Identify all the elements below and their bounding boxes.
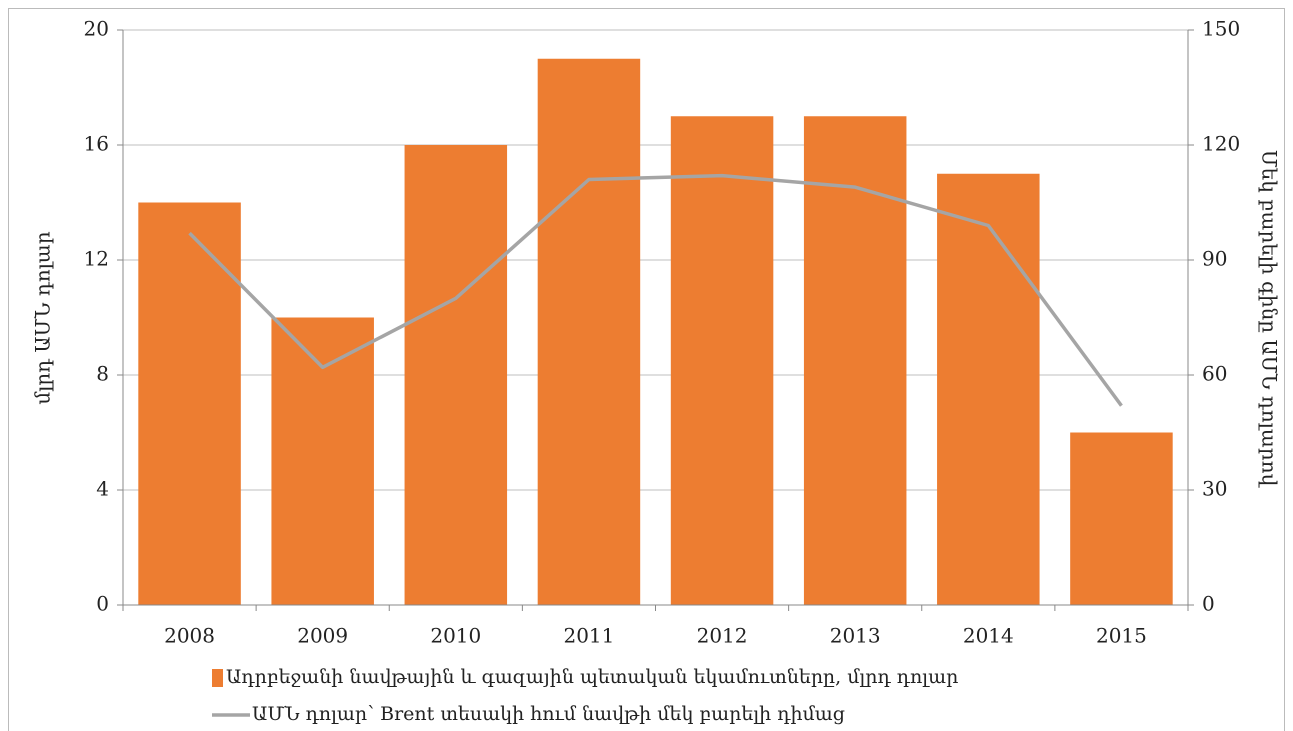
- bar: [138, 202, 241, 605]
- legend-label: Ադրբեջանի նավթային և գազային պետական եկա…: [226, 666, 958, 688]
- x-tick-label: 2012: [697, 624, 748, 648]
- y2-tick-label: 150: [1202, 17, 1240, 41]
- y2-tick-label: 90: [1202, 247, 1227, 271]
- line: [188, 173, 1123, 407]
- y2-tick-label: 30: [1202, 477, 1227, 501]
- x-tick-label: 2008: [164, 624, 215, 648]
- x-tick-label: 2014: [963, 624, 1014, 648]
- chart-frame: [8, 8, 1285, 731]
- legend-swatch: [212, 669, 223, 687]
- y-tick-label: 0: [96, 592, 109, 616]
- bar: [271, 317, 374, 605]
- y-tick-label: 8: [96, 362, 109, 386]
- x-tick-label: 2011: [563, 624, 614, 648]
- y2-tick-label: 60: [1202, 362, 1227, 386]
- x-tick-label: 2009: [297, 624, 348, 648]
- y-tick-label: 16: [84, 132, 109, 156]
- y-tick-label: 12: [84, 247, 109, 271]
- bar: [803, 116, 907, 605]
- bar: [404, 145, 508, 605]
- x-tick-label: 2015: [1096, 624, 1147, 648]
- bar: [537, 58, 641, 605]
- legend-label: ԱՄՆ դոլար՝ Brent տեսակի հում նավթի մեկ բ…: [252, 703, 845, 725]
- y-tick-label: 20: [84, 17, 109, 41]
- bar: [670, 116, 774, 605]
- y-tick-label: 4: [96, 477, 109, 501]
- bar: [937, 173, 1040, 605]
- y2-axis-label: Մեկ բարելի գինը ԱՄՆ դոլարով: [1258, 150, 1282, 489]
- y-axis-label: մլրդ ԱՄՆ դոլար: [31, 231, 55, 404]
- bar: [1070, 432, 1173, 605]
- y2-tick-label: 120: [1202, 132, 1240, 156]
- x-tick-label: 2010: [430, 624, 481, 648]
- y2-tick-label: 0: [1202, 592, 1215, 616]
- x-tick-label: 2013: [830, 624, 881, 648]
